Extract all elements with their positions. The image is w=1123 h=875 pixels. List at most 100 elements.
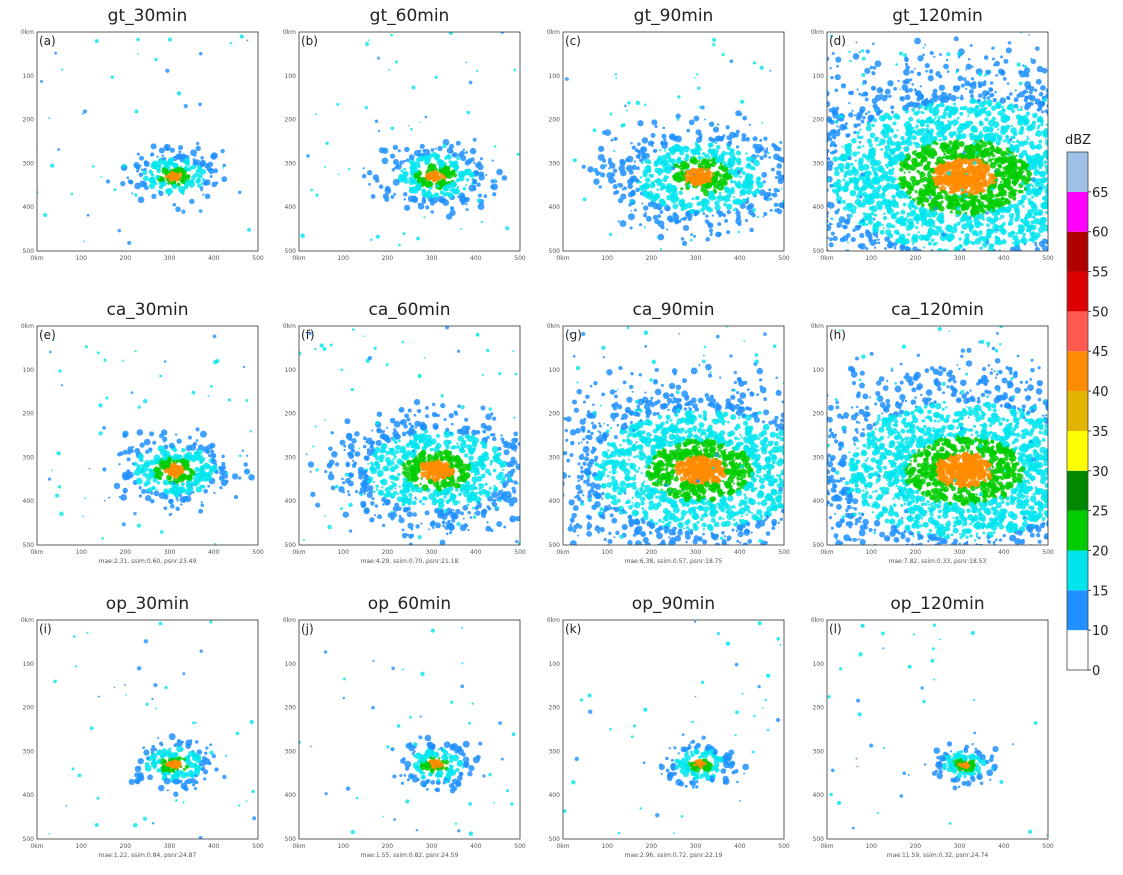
- echo: [687, 168, 689, 170]
- echo: [912, 243, 914, 245]
- echo: [385, 187, 392, 194]
- echo: [363, 167, 365, 169]
- echo: [1020, 239, 1024, 243]
- echo: [876, 160, 881, 165]
- echo: [677, 157, 681, 161]
- echo: [822, 212, 825, 215]
- echo: [932, 252, 934, 254]
- echo: [159, 148, 165, 154]
- echo: [837, 273, 844, 280]
- echo: [771, 217, 777, 223]
- echo: [810, 167, 814, 171]
- echo: [696, 202, 700, 206]
- echo: [958, 244, 963, 249]
- echo: [789, 170, 791, 172]
- echo: [985, 110, 991, 116]
- echo: [1010, 191, 1014, 195]
- echo: [991, 194, 995, 198]
- echo: [660, 248, 662, 250]
- echo: [151, 143, 157, 149]
- echo: [384, 197, 389, 202]
- echo: [1091, 246, 1094, 249]
- echo: [1090, 201, 1096, 207]
- echo: [881, 95, 887, 101]
- echo: [160, 177, 164, 181]
- echo: [968, 58, 970, 60]
- echo: [956, 71, 959, 74]
- echo: [164, 444, 169, 449]
- echo: [1032, 268, 1038, 274]
- echo: [403, 168, 406, 171]
- echo: [953, 187, 957, 191]
- echo: [880, 193, 886, 199]
- echo: [1111, 228, 1115, 232]
- echo: [1102, 97, 1104, 99]
- echo: [819, 214, 824, 219]
- echo: [977, 199, 981, 203]
- echo: [988, 114, 990, 116]
- echo: [1010, 169, 1013, 172]
- echo: [466, 111, 470, 115]
- echo: [852, 151, 857, 156]
- echo: [898, 255, 904, 261]
- echo: [1012, 141, 1015, 144]
- echo: [440, 197, 446, 203]
- echo: [434, 174, 439, 179]
- echo: [1074, 123, 1080, 129]
- echo: [392, 168, 395, 171]
- echo: [152, 441, 156, 445]
- echo: [1014, 267, 1017, 270]
- echo: [1117, 221, 1121, 225]
- echo: [1005, 152, 1008, 155]
- echo: [781, 194, 786, 199]
- echo: [950, 146, 952, 148]
- echo: [984, 99, 987, 102]
- echo: [761, 172, 767, 178]
- echo: [850, 163, 853, 166]
- echo: [925, 63, 930, 68]
- echo: [975, 267, 981, 273]
- echo: [792, 142, 796, 146]
- echo: [861, 49, 864, 52]
- echo: [484, 194, 488, 198]
- echo: [950, 95, 956, 101]
- echo: [1002, 198, 1004, 200]
- echo: [909, 200, 914, 205]
- echo: [1028, 258, 1030, 260]
- echo: [863, 164, 870, 171]
- echo: [922, 205, 924, 207]
- echo: [478, 193, 482, 197]
- echo: [1069, 102, 1073, 106]
- echo: [642, 137, 648, 143]
- echo: [809, 141, 812, 144]
- echo: [173, 180, 177, 184]
- echo: [738, 222, 742, 226]
- echo: [990, 259, 993, 262]
- echo: [846, 280, 849, 283]
- echo: [945, 281, 948, 284]
- echo: [981, 141, 987, 147]
- echo: [905, 132, 909, 136]
- echo: [975, 151, 978, 154]
- echo: [215, 181, 218, 184]
- echo: [1107, 139, 1114, 146]
- echo: [166, 147, 170, 151]
- echo: [768, 188, 771, 191]
- echo: [666, 228, 668, 230]
- echo: [154, 164, 161, 171]
- echo: [1022, 233, 1025, 236]
- echo: [790, 161, 792, 163]
- echo: [196, 146, 201, 151]
- echo: [1047, 103, 1052, 108]
- echo: [1049, 154, 1054, 159]
- echo: [1049, 213, 1052, 216]
- echo: [904, 194, 907, 197]
- echo: [379, 147, 385, 153]
- echo: [1059, 142, 1063, 146]
- echo: [178, 145, 183, 150]
- echo: [874, 246, 876, 248]
- echo: [368, 183, 371, 186]
- echo: [1038, 140, 1042, 144]
- y-tick-label: 100: [549, 73, 561, 80]
- echo: [886, 177, 891, 182]
